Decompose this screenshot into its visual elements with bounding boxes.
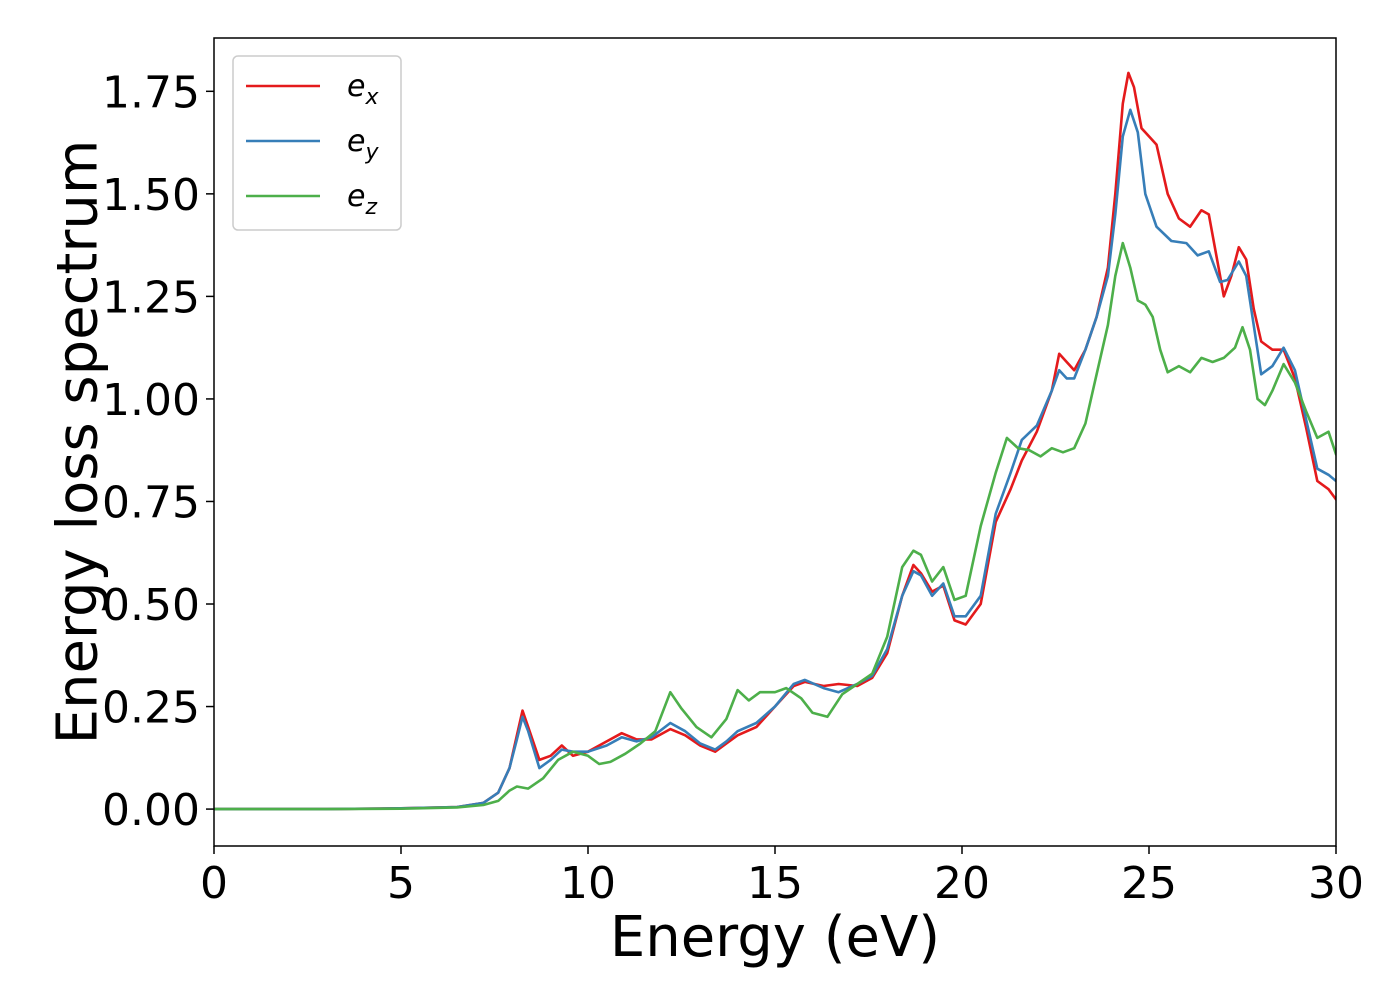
y-tick-label: 0.00: [102, 785, 200, 836]
x-tick-label: 0: [200, 858, 228, 909]
y-tick-label: 1.25: [102, 272, 200, 323]
x-tick-label: 25: [1121, 858, 1177, 909]
legend-box: [232, 55, 402, 231]
y-tick-label: 1.75: [102, 67, 200, 118]
y-axis-label: Energy loss spectrum: [46, 140, 111, 745]
series-line-x: [214, 71, 1336, 811]
legend-label-y: ey: [347, 124, 379, 165]
x-tick-label: 10: [560, 858, 616, 909]
plot-area: [214, 71, 1336, 811]
legend-label-z: ez: [347, 179, 377, 220]
legend-label-x: ex: [347, 69, 379, 110]
x-tick-label: 30: [1308, 858, 1364, 909]
y-tick-label: 1.00: [102, 375, 200, 426]
x-tick-label: 20: [934, 858, 990, 909]
x-axis: 0 5 10 15 20 25 30: [200, 846, 1364, 909]
legend: ex ey ez: [232, 55, 402, 231]
y-tick-label: 0.25: [102, 683, 200, 734]
series-line-y: [214, 108, 1336, 811]
x-tick-label: 15: [747, 858, 803, 909]
x-tick-label: 5: [387, 858, 415, 909]
y-axis: 0.00 0.25 0.50 0.75 1.00 1.25 1.50 1.75: [102, 67, 214, 836]
x-axis-label: Energy (eV): [610, 905, 940, 970]
y-tick-label: 0.50: [102, 580, 200, 631]
series-line-z: [214, 241, 1336, 811]
y-tick-label: 0.75: [102, 477, 200, 528]
y-tick-label: 1.50: [102, 170, 200, 221]
